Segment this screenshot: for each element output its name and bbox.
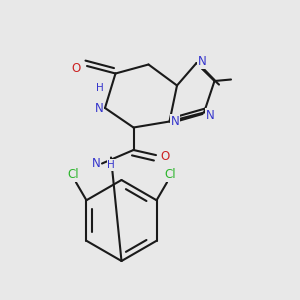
- Text: O: O: [72, 62, 81, 76]
- Text: N: N: [92, 157, 100, 170]
- Text: O: O: [160, 149, 169, 163]
- Text: H: H: [96, 83, 104, 94]
- Text: Cl: Cl: [164, 168, 176, 181]
- Text: N: N: [95, 101, 103, 115]
- Text: N: N: [206, 109, 214, 122]
- Text: N: N: [198, 55, 207, 68]
- Text: Cl: Cl: [67, 168, 79, 181]
- Text: H: H: [107, 160, 115, 170]
- Text: N: N: [171, 115, 180, 128]
